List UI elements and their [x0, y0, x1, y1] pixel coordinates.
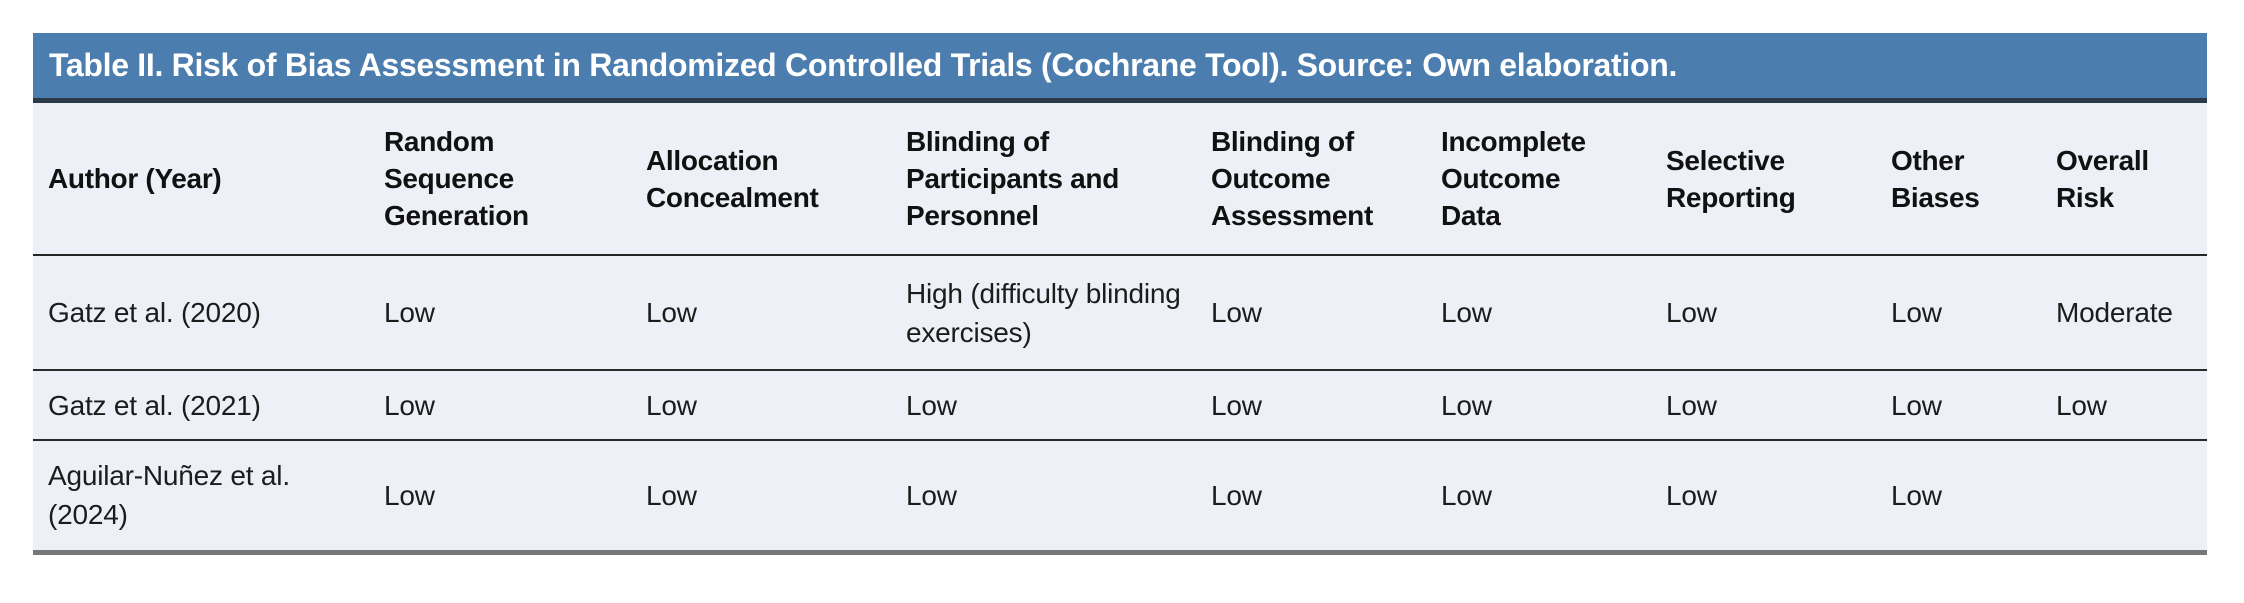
- rating-cell: Low: [1211, 297, 1262, 328]
- column-header-random-sequence-generation: Random Sequence Generation: [384, 126, 529, 231]
- author-cell: Gatz et al. (2021): [48, 389, 261, 421]
- column-header-blinding-of-outcome-assessment: Blinding of Outcome Assessment: [1211, 126, 1373, 231]
- author-cell: Gatz et al. (2020): [48, 297, 261, 328]
- rating-cell: Low: [1441, 479, 1492, 511]
- rating-cell: Low: [906, 389, 957, 421]
- rating-cell: Low: [1666, 297, 1717, 328]
- rating-cell: Low: [646, 389, 697, 421]
- table-row-gatz-et-al-2020: Gatz et al. (2020) Low Low High (difficulty…: [33, 255, 2207, 370]
- rating-cell: Low: [1666, 479, 1717, 511]
- column-header-allocation-concealment: Allocation Concealment: [646, 144, 819, 213]
- rating-cell: Moderate: [2056, 297, 2173, 328]
- table-title: Table II. Risk of Bias Assessment in Ran…: [49, 47, 1678, 83]
- rating-cell: Low: [1891, 479, 1942, 511]
- header-row: Author (Year) Random Sequence Generation A…: [33, 103, 2207, 255]
- rating-cell: Low: [384, 389, 435, 421]
- rating-cell: Low: [1441, 389, 1492, 421]
- rating-cell: Low: [1211, 389, 1262, 421]
- rating-cell: Low: [1666, 389, 1717, 421]
- column-header-selective-reporting: Selective Reporting: [1666, 144, 1796, 213]
- author-cell: Aguilar-Nuñez et al. (2024): [48, 460, 290, 531]
- rating-cell: Low: [2056, 389, 2107, 421]
- column-header-author-year: Author (Year): [48, 163, 222, 194]
- rating-cell: High (difficulty blinding exercises): [906, 277, 1181, 348]
- rating-cell: Low: [1891, 389, 1942, 421]
- column-header-other-biases: Other Biases: [1891, 144, 1980, 213]
- rating-cell: Low: [1211, 479, 1262, 511]
- table-row-gatz-et-al-2021: Gatz et al. (2021) Low Low Low Low Low Low Low L…: [33, 370, 2207, 440]
- table-row-aguilar-nu-ez-et-al-2024: Aguilar-Nuñez et al. (2024) Low Low Low Low L…: [33, 440, 2207, 552]
- rating-cell: Low: [646, 297, 697, 328]
- table-body: Gatz et al. (2020) Low Low High (difficulty…: [33, 255, 2207, 552]
- rating-cell: Low: [646, 479, 697, 511]
- table-title-bar: Table II. Risk of Bias Assessment in Ran…: [33, 33, 2207, 103]
- column-header-overall-risk: Overall Risk: [2056, 144, 2149, 213]
- column-header-blinding-of-participants-and-personnel: Blinding of Participants and Personnel: [906, 126, 1120, 231]
- column-header-incomplete-outcome-data: Incomplete Outcome Data: [1441, 126, 1586, 231]
- rating-cell: Low: [384, 479, 435, 511]
- risk-of-bias-table-container: Table II. Risk of Bias Assessment in Ran…: [33, 33, 2207, 555]
- rating-cell: Low: [906, 479, 957, 511]
- rating-cell: Low: [1441, 297, 1492, 328]
- risk-of-bias-table: Author (Year) Random Sequence Generation A…: [33, 103, 2207, 555]
- rating-cell: Low: [1891, 297, 1942, 328]
- rating-cell: [2042, 440, 2207, 552]
- rating-cell: Low: [384, 297, 435, 328]
